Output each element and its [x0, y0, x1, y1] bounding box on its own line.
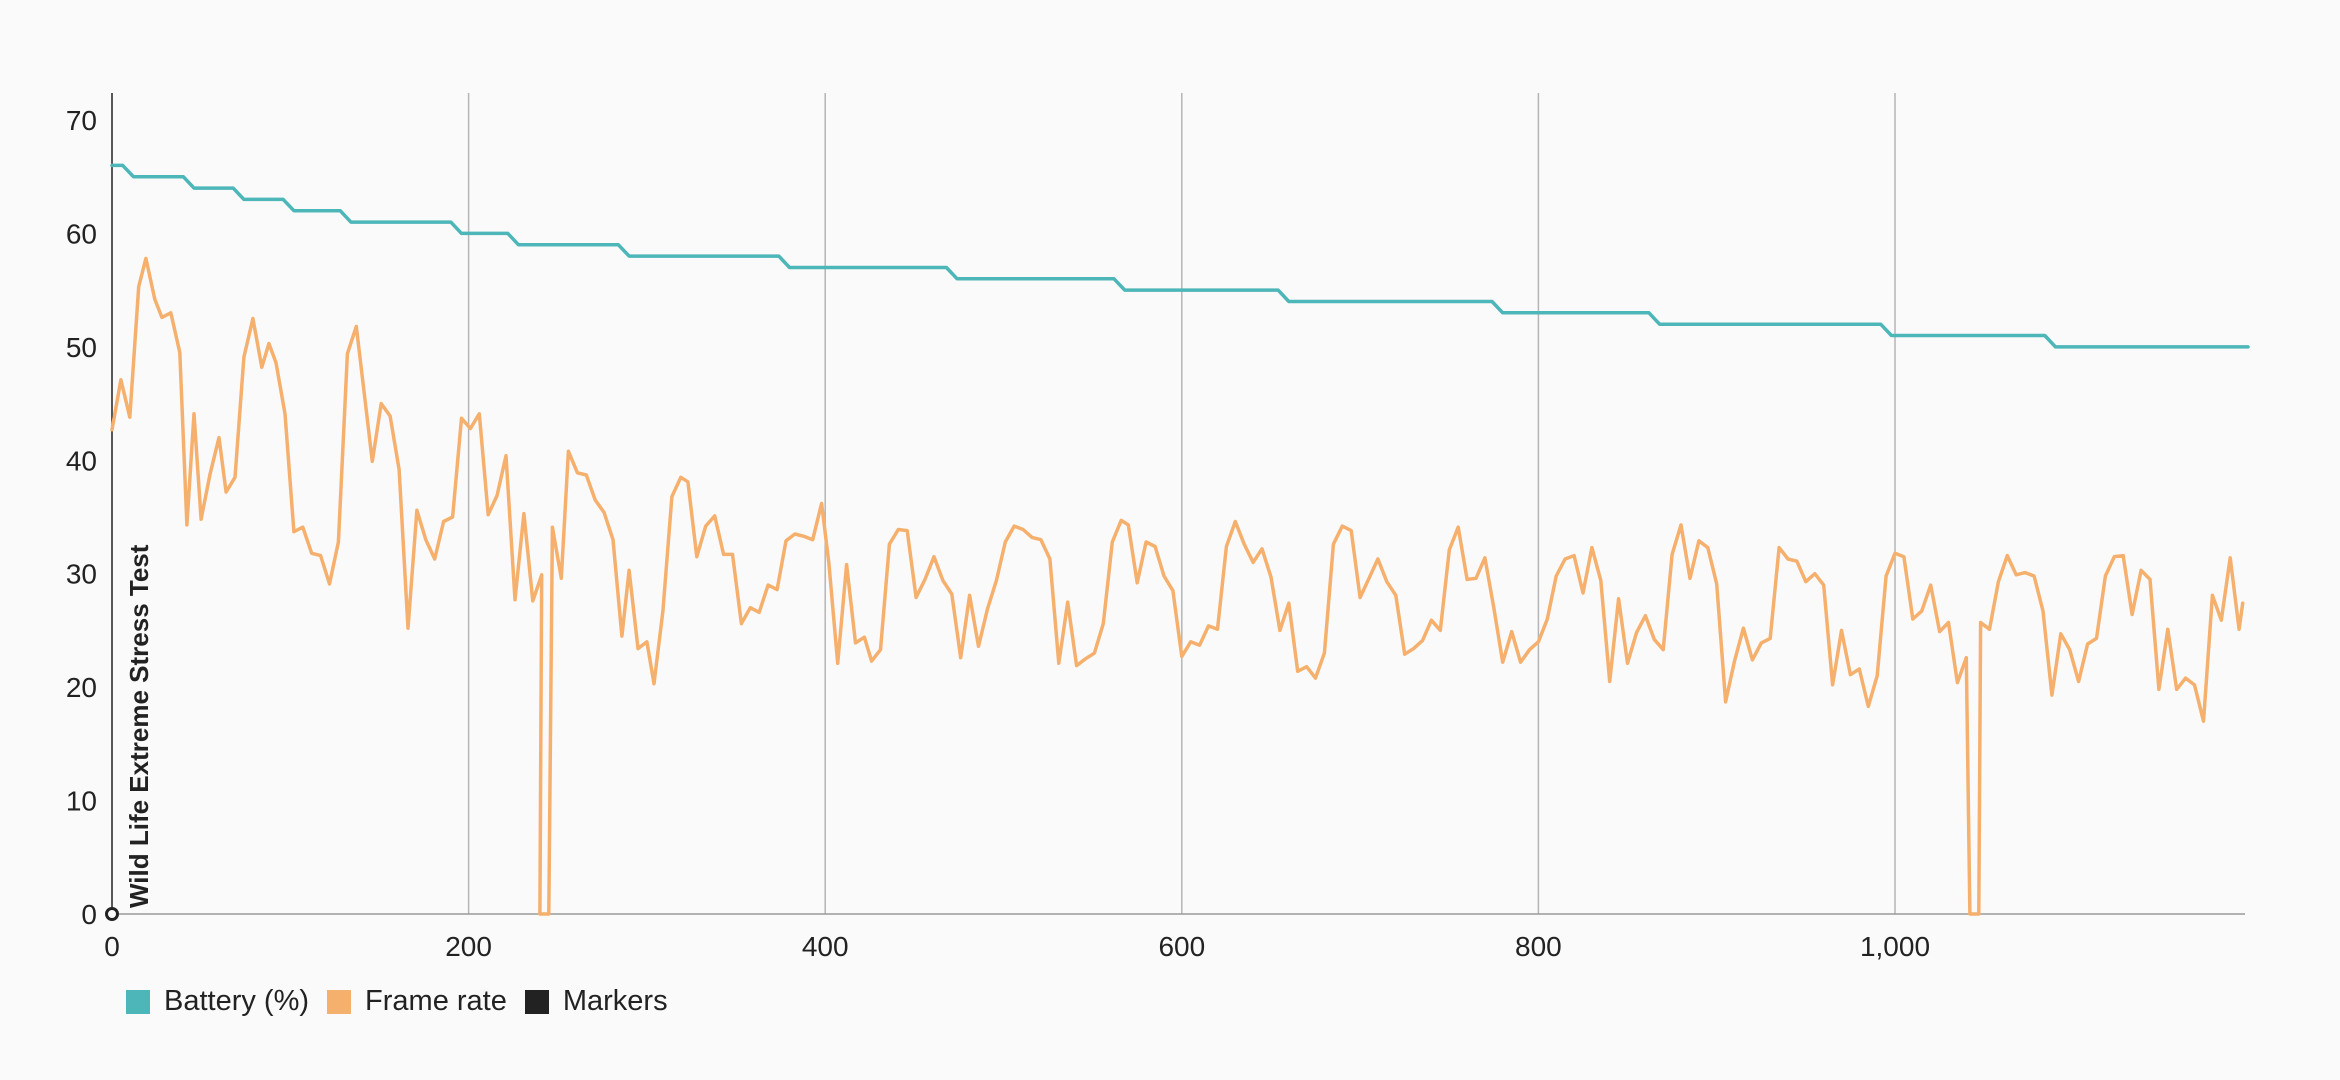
y-tick-label: 50 — [66, 332, 97, 363]
y-tick-label: 20 — [66, 672, 97, 703]
battery-line — [110, 163, 2250, 349]
x-tick-label: 800 — [1515, 931, 1562, 960]
battery-swatch-icon — [126, 989, 150, 1014]
frame-rate-line — [110, 256, 2245, 916]
y-tick-label: 30 — [66, 559, 97, 590]
legend-item-frame-rate[interactable]: Frame rate — [327, 985, 507, 1018]
series-layer — [110, 163, 2250, 916]
marker-layer: Wild Life Extreme Stress Test — [105, 544, 154, 921]
y-tick-label: 10 — [66, 786, 97, 817]
frame-rate-swatch-icon — [327, 989, 352, 1014]
legend-item-markers[interactable]: Markers — [524, 985, 668, 1018]
legend-label-markers: Markers — [562, 985, 668, 1017]
x-tick-label: 400 — [802, 931, 849, 960]
y-tick-label: 60 — [66, 218, 97, 249]
axis-layer: 0 200 400 600 800 1,000 0 10 20 30 40 50 60 70 — [66, 93, 2245, 960]
x-tick-label: 0 — [104, 931, 120, 960]
markers-swatch-icon — [524, 989, 549, 1014]
y-tick-label: 40 — [66, 445, 97, 476]
legend-item-battery[interactable]: Battery (%) — [126, 985, 309, 1018]
x-tick-label: 600 — [1158, 931, 1205, 960]
y-tick-label: 0 — [81, 899, 97, 930]
marker-point[interactable] — [105, 907, 119, 921]
x-tick-label: 200 — [445, 931, 492, 960]
y-tick-label: 70 — [66, 105, 97, 136]
x-tick-label: 1,000 — [1860, 931, 1930, 960]
legend: Battery (%) Frame rate Markers — [126, 985, 668, 1018]
legend-label-frame-rate: Frame rate — [365, 985, 507, 1017]
legend-label-battery: Battery (%) — [164, 985, 310, 1017]
marker-label: Wild Life Extreme Stress Test — [124, 544, 154, 908]
line-chart: 0 200 400 600 800 1,000 0 10 20 30 40 50 60 70 Wild L… — [66, 93, 2250, 960]
grid-layer — [467, 93, 1896, 914]
